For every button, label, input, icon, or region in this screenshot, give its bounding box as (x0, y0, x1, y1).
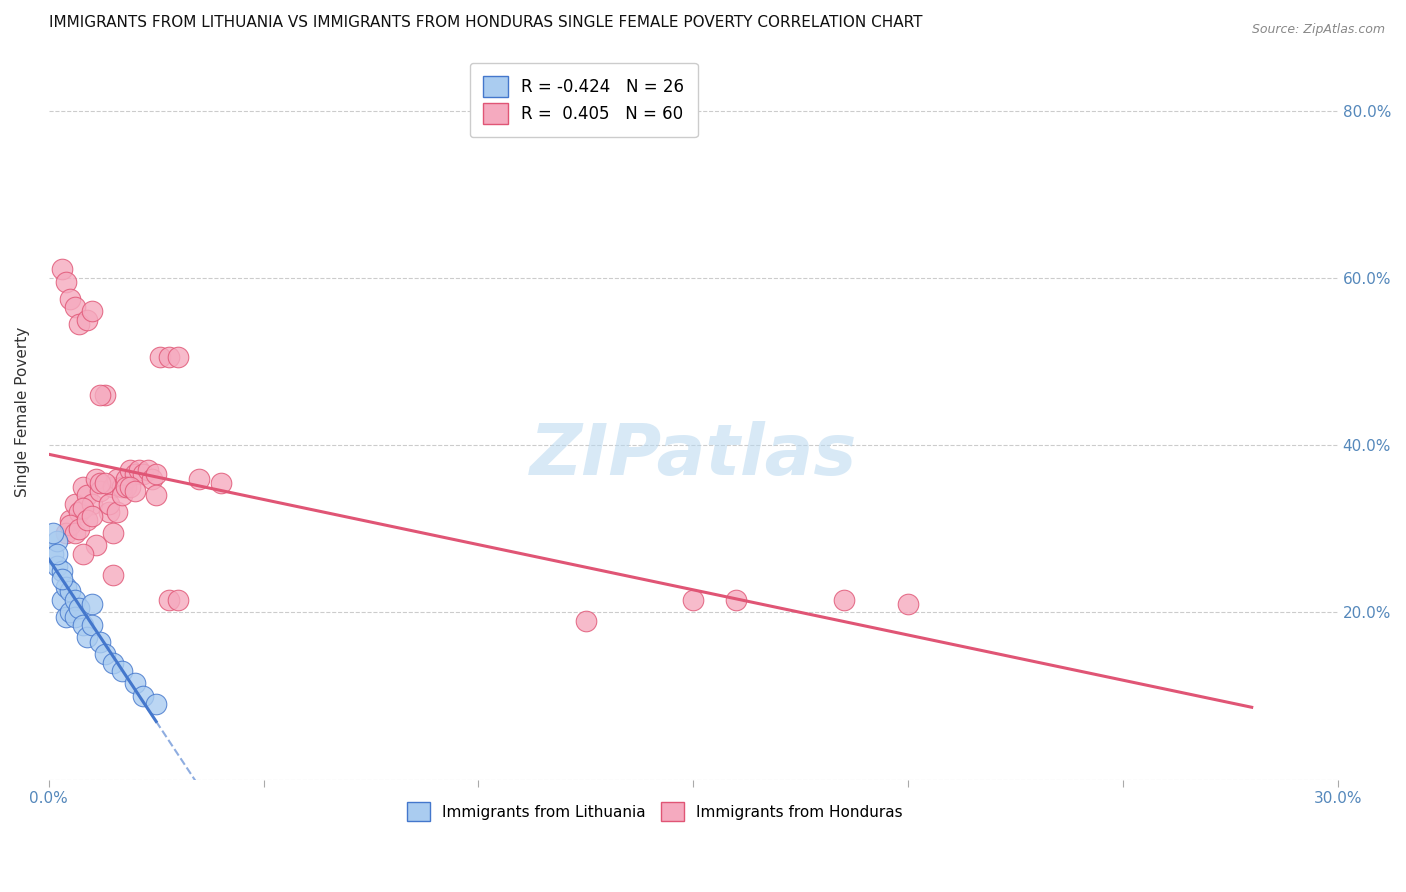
Point (103, 525, 125, 540)
Point (80, 509, 103, 524)
Point (93, 475, 115, 490)
Point (97, 505, 120, 519)
Point (157, 351, 180, 365)
Text: IMMIGRANTS FROM LITHUANIA VS IMMIGRANTS FROM HONDURAS SINGLE FEMALE POVERTY CORR: IMMIGRANTS FROM LITHUANIA VS IMMIGRANTS … (49, 15, 922, 30)
Point (103, 480, 125, 494)
Point (124, 484, 146, 499)
Point (115, 480, 138, 494)
Text: ZIPatlas: ZIPatlas (530, 421, 856, 491)
Point (682, 592, 704, 607)
Point (111, 488, 134, 502)
Point (55, 525, 77, 540)
Point (166, 592, 188, 607)
Point (55, 275, 77, 289)
Point (80, 618, 103, 632)
Point (120, 463, 142, 477)
Point (136, 463, 159, 477)
Point (103, 656, 125, 670)
Point (59, 513, 82, 527)
Point (107, 471, 129, 485)
Point (111, 664, 134, 678)
Point (188, 471, 211, 485)
Point (103, 567, 125, 582)
Point (63, 592, 86, 607)
Point (89, 475, 111, 490)
Point (145, 488, 167, 502)
Point (145, 467, 167, 482)
Point (46, 534, 69, 549)
Y-axis label: Single Female Poverty: Single Female Poverty (15, 326, 30, 497)
Point (897, 597, 920, 611)
Point (67, 317, 90, 331)
Point (51, 564, 73, 578)
Point (149, 351, 172, 365)
Point (51, 592, 73, 607)
Point (55, 580, 77, 594)
Point (59, 292, 82, 306)
Point (80, 304, 103, 318)
Point (89, 388, 111, 402)
Point (63, 609, 86, 624)
Point (76, 513, 98, 527)
Point (84, 538, 107, 552)
Point (76, 312, 98, 326)
Point (63, 497, 86, 511)
Text: Source: ZipAtlas.com: Source: ZipAtlas.com (1251, 23, 1385, 37)
Point (42, 547, 65, 561)
Point (141, 471, 163, 485)
Point (124, 467, 146, 482)
Point (46, 559, 69, 574)
Point (72, 618, 94, 632)
Point (51, 262, 73, 277)
Point (132, 467, 155, 482)
Point (128, 463, 150, 477)
Point (63, 525, 86, 540)
Point (107, 505, 129, 519)
Point (42, 525, 65, 540)
Point (575, 614, 598, 628)
Point (67, 522, 90, 536)
Point (80, 497, 103, 511)
Point (725, 592, 748, 607)
Point (157, 592, 180, 607)
Point (63, 300, 86, 314)
Point (59, 605, 82, 619)
Point (76, 631, 98, 645)
Point (84, 471, 107, 485)
Point (124, 676, 146, 690)
Point (59, 584, 82, 599)
Legend: Immigrants from Lithuania, Immigrants from Honduras: Immigrants from Lithuania, Immigrants fr… (401, 797, 908, 827)
Point (72, 547, 94, 561)
Point (120, 480, 142, 494)
Point (93, 388, 115, 402)
Point (51, 572, 73, 586)
Point (67, 505, 90, 519)
Point (76, 488, 98, 502)
Point (55, 609, 77, 624)
Point (89, 634, 111, 648)
Point (145, 698, 167, 712)
Point (46, 547, 69, 561)
Point (67, 601, 90, 615)
Point (115, 471, 138, 485)
Point (72, 480, 94, 494)
Point (111, 480, 134, 494)
Point (80, 597, 103, 611)
Point (59, 517, 82, 532)
Point (132, 689, 155, 703)
Point (166, 351, 188, 365)
Point (72, 500, 94, 515)
Point (209, 475, 232, 490)
Point (93, 647, 115, 661)
Point (832, 592, 855, 607)
Point (89, 484, 111, 499)
Point (97, 497, 120, 511)
